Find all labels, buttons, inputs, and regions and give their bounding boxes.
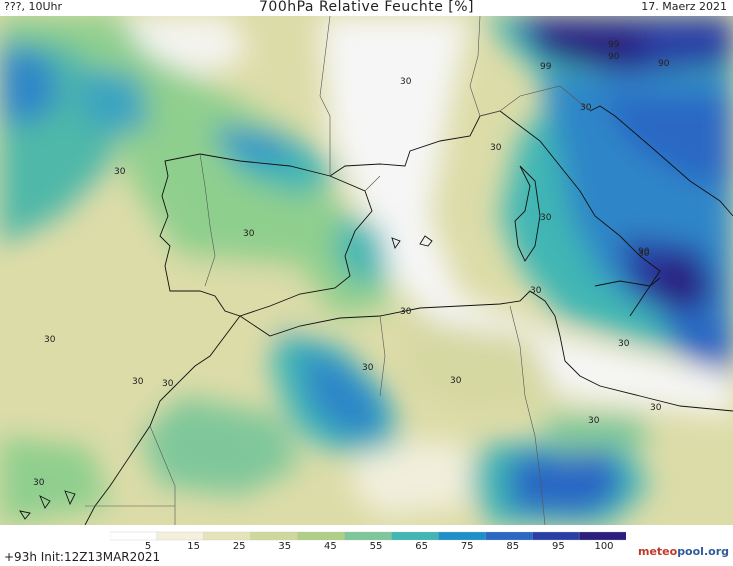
- map-title: 700hPa Relative Feuchte [%]: [259, 0, 474, 15]
- valid-time-label: ???, 10Uhr: [4, 0, 63, 13]
- contour-label-30: 30: [162, 379, 174, 389]
- contour-label-30: 30: [450, 376, 462, 386]
- colorbar: [110, 531, 626, 541]
- contour-label-30: 30: [650, 403, 662, 413]
- contour-label-30: 30: [400, 307, 412, 317]
- meteopool-logo[interactable]: meteopool.org: [638, 545, 729, 558]
- colorbar-segment: [485, 531, 533, 541]
- contour-label-99: 99: [540, 62, 552, 72]
- colorbar-segment: [578, 531, 626, 541]
- contour-label-90: 90: [638, 247, 650, 257]
- colorbar-tick-label: 100: [594, 541, 614, 552]
- contour-label-30: 30: [243, 229, 255, 239]
- contour-label-30: 30: [490, 143, 502, 153]
- brand-part2: pool: [677, 545, 704, 558]
- brand-part1: meteo: [637, 545, 678, 558]
- brand-suffix: .org: [703, 545, 729, 558]
- contour-label-30: 30: [114, 167, 126, 177]
- contour-label-30: 30: [44, 335, 56, 345]
- colorbar-segment: [110, 531, 158, 541]
- colorbar-segment: [344, 531, 393, 541]
- footer: 5 15 25 35 45 55 65 75 85 95 100 +93h Init:12Z13MA…: [0, 525, 733, 566]
- colorbar-tick-label: 55: [369, 541, 383, 552]
- contour-label-30: 30: [33, 478, 45, 488]
- colorbar-segment: [532, 531, 580, 541]
- valid-date: 17. Maerz 2021: [641, 0, 727, 13]
- contour-label-90: 90: [658, 59, 670, 69]
- contour-label-30: 30: [588, 416, 600, 426]
- humidity-field: [0, 16, 733, 525]
- contour-label-30: 30: [638, 249, 650, 259]
- colorbar-segment: [250, 531, 299, 541]
- colorbar-segment: [438, 531, 486, 541]
- colorbar-tick-label: 15: [187, 541, 200, 552]
- contour-labels: 30 30 30 30 30 30 30 30 30 30 30 30 30 3…: [33, 40, 670, 488]
- colorbar-tick-label: 35: [278, 541, 292, 552]
- borders: [85, 16, 591, 525]
- run-info: +93h Init:12Z13MAR2021: [4, 550, 161, 564]
- colorbar-segment: [156, 531, 205, 541]
- colorbar-segment: [391, 531, 440, 541]
- contour-label-30: 30: [400, 77, 412, 87]
- contour-label-99: 99: [608, 40, 620, 50]
- contour-label-30: 30: [618, 339, 630, 349]
- contour-label-30: 30: [530, 286, 542, 296]
- map-canvas: 30 30 30 30 30 30 30 30 30 30 30 30 30 3…: [0, 16, 733, 525]
- colorbar-segment: [203, 531, 252, 541]
- colorbar-segment: [297, 531, 346, 541]
- humidity-map: 30 30 30 30 30 30 30 30 30 30 30 30 30 3…: [0, 16, 733, 525]
- colorbar-tick-label: 85: [506, 541, 520, 552]
- contour-label-30: 30: [580, 103, 592, 113]
- colorbar-tick-label: 75: [460, 541, 474, 552]
- colorbar-tick-label: 5: [144, 541, 152, 552]
- contour-label-30: 30: [362, 363, 374, 373]
- contour-label-30: 30: [540, 213, 552, 223]
- header: ???, 10Uhr 700hPa Relative Feuchte [%] 1…: [0, 0, 733, 16]
- contour-label-30: 30: [132, 377, 144, 387]
- contour-label-90: 90: [608, 52, 620, 62]
- colorbar-tick-label: 95: [552, 541, 565, 552]
- colorbar-tick-label: 45: [324, 541, 337, 552]
- colorbar-tick-label: 65: [415, 541, 428, 552]
- colorbar-tick-label: 25: [232, 541, 246, 552]
